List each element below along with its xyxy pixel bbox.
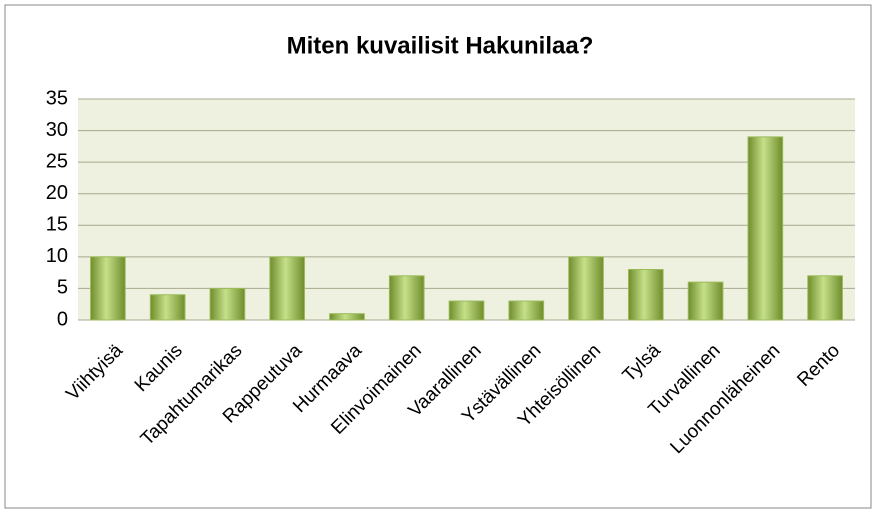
bar	[448, 300, 485, 321]
plot-area	[78, 99, 855, 320]
bar	[508, 300, 545, 321]
bar	[388, 275, 425, 321]
y-tick-label: 5	[57, 277, 68, 299]
bar	[747, 136, 784, 321]
bar	[90, 256, 126, 321]
bar	[209, 287, 246, 321]
bar	[568, 256, 604, 321]
y-tick-label: 10	[46, 245, 68, 267]
bar	[329, 313, 365, 321]
bar	[687, 281, 724, 321]
chart-title: Miten kuvailisit Hakunilaa?	[287, 32, 594, 59]
y-tick-label: 20	[46, 182, 68, 204]
y-tick-label: 35	[46, 87, 68, 109]
y-tick-label: 25	[46, 150, 68, 172]
bar	[269, 256, 306, 321]
bar	[149, 294, 186, 321]
y-tick-label: 30	[46, 119, 68, 141]
bar	[807, 275, 843, 321]
y-tick-label: 0	[57, 308, 68, 330]
y-tick-label: 15	[46, 214, 68, 236]
bar	[627, 268, 664, 321]
